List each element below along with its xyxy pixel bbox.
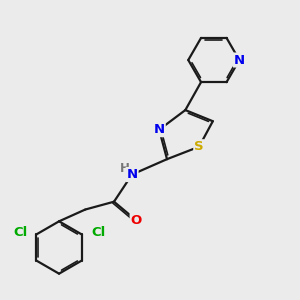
Text: Cl: Cl [91,226,105,239]
Text: N: N [234,53,245,67]
Text: O: O [130,214,142,227]
Text: H: H [120,162,130,175]
Text: N: N [126,168,138,181]
Text: Cl: Cl [13,226,27,239]
Text: N: N [154,123,165,136]
Text: S: S [194,140,204,153]
